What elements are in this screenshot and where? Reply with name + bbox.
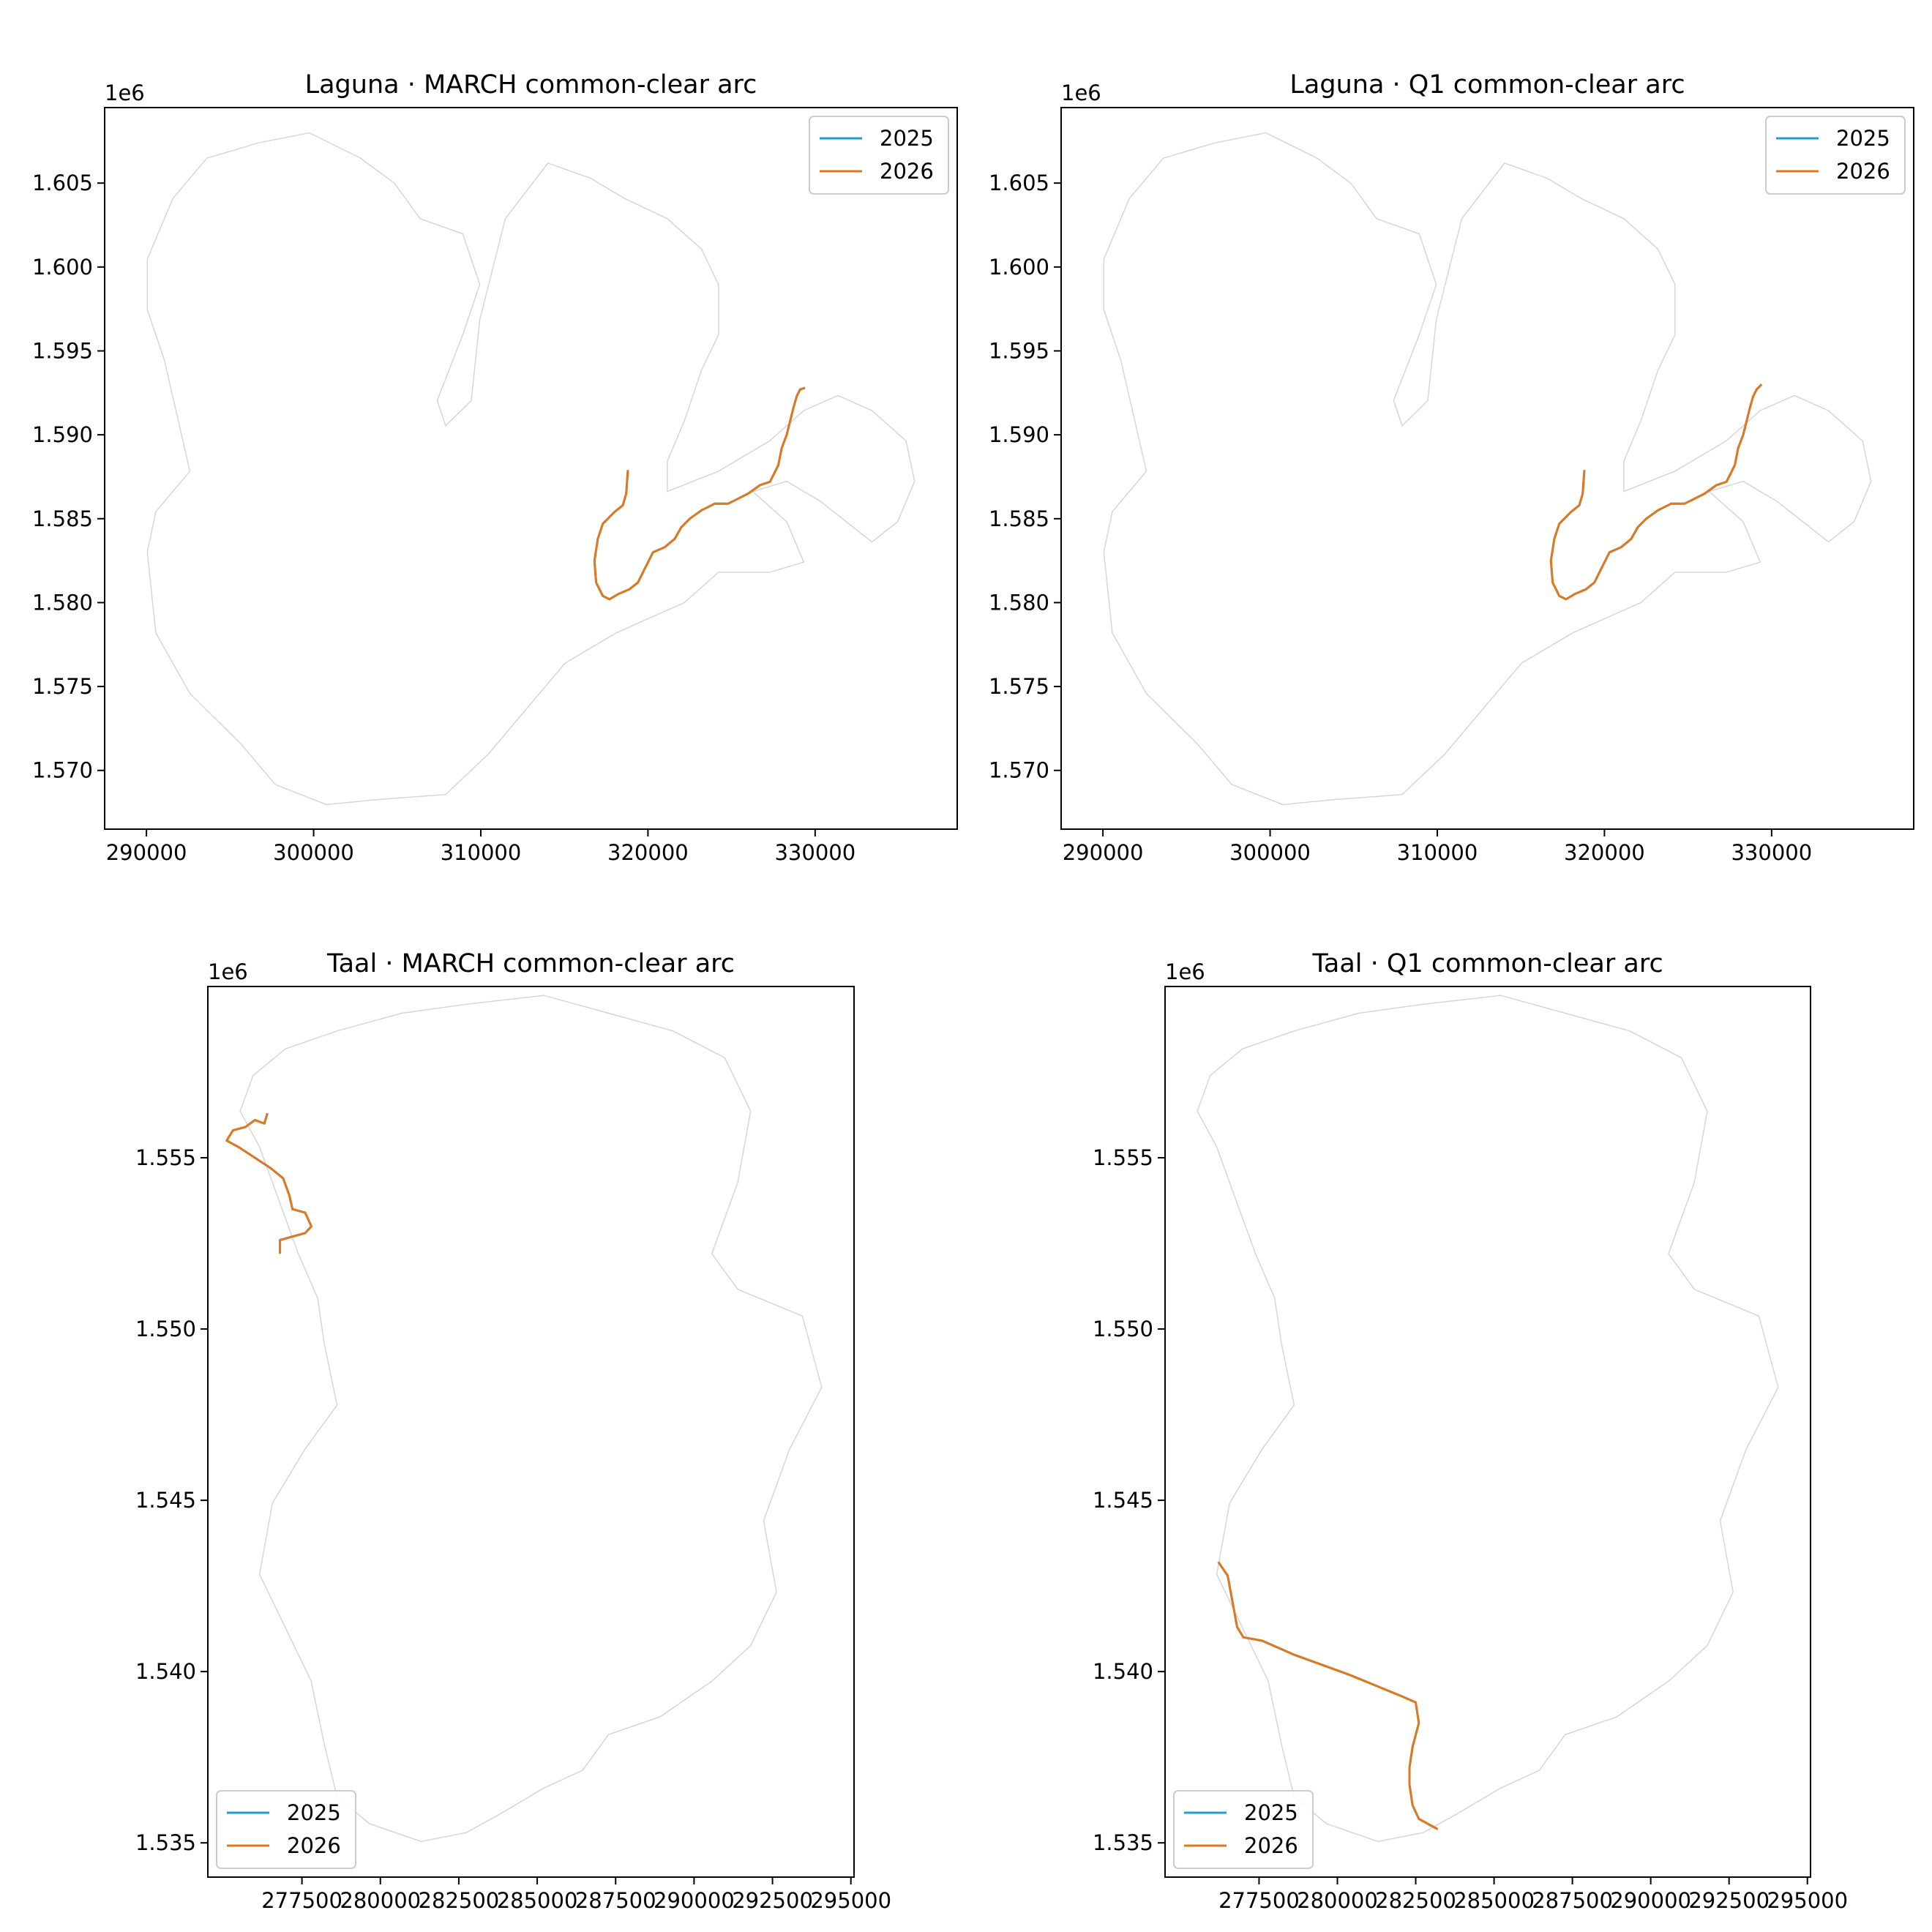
x-tick-label: 295000 <box>810 1888 891 1913</box>
lake-outline <box>1197 995 1779 1843</box>
legend-label: 2025 <box>287 1800 341 1825</box>
legend-label: 2026 <box>1244 1833 1298 1858</box>
x-tick-label: 330000 <box>1731 840 1812 865</box>
axes-frame <box>104 107 958 830</box>
x-tick-label: 282500 <box>419 1888 500 1913</box>
chart-panel-1: 290000 300000 310000 320000 330000 1.570 1.575… <box>32 70 958 865</box>
legend-label: 2025 <box>1244 1800 1298 1825</box>
x-tick-label: 290000 <box>654 1888 735 1913</box>
y-tick-label: 1.590 <box>989 422 1049 447</box>
y-tick-label: 1.555 <box>1093 1145 1153 1170</box>
y-offset-label: 1e6 <box>105 80 145 105</box>
y-tick-label: 1.600 <box>989 255 1049 280</box>
chart-title: Taal · MARCH common-clear arc <box>326 949 735 978</box>
series-line-2025 <box>225 1112 312 1254</box>
x-tick-label: 287500 <box>575 1888 656 1913</box>
y-tick-label: 1.540 <box>1093 1659 1153 1684</box>
x-tick-label: 277500 <box>1218 1888 1300 1913</box>
legend-box <box>1173 1790 1314 1869</box>
x-tick-label: 280000 <box>340 1888 421 1913</box>
y-tick-label: 1.545 <box>1093 1488 1153 1513</box>
x-tick-label: 290000 <box>1063 840 1144 865</box>
lake-outline <box>146 132 916 806</box>
x-tick-label: 320000 <box>1564 840 1645 865</box>
x-tick-label: 292500 <box>732 1888 813 1913</box>
x-tick-label: 287500 <box>1532 1888 1613 1913</box>
chart-title: Laguna · Q1 common-clear arc <box>1289 70 1685 100</box>
x-tick-label: 295000 <box>1767 1888 1848 1913</box>
series-line-2026 <box>1217 1561 1439 1830</box>
x-tick-label: 290000 <box>1610 1888 1691 1913</box>
legend-label: 2025 <box>1836 126 1890 151</box>
x-tick-label: 310000 <box>1397 840 1478 865</box>
y-tick-label: 1.570 <box>32 758 93 783</box>
series-line-2026 <box>593 386 806 601</box>
chart-panel-4: 2775002800002825002850002875002900002925… <box>1093 949 1848 1913</box>
x-tick-label: 285000 <box>497 1888 578 1913</box>
y-tick-label: 1.575 <box>989 674 1049 699</box>
y-tick-label: 1.535 <box>135 1830 196 1855</box>
y-offset-label: 1e6 <box>1165 959 1205 984</box>
series-line-2026 <box>1549 383 1763 601</box>
axes-frame <box>1164 986 1811 1878</box>
lake-outline <box>239 995 823 1843</box>
x-tick-label: 320000 <box>607 840 689 865</box>
series-line-2026 <box>225 1112 312 1254</box>
series-line-2025 <box>1217 1561 1439 1830</box>
legend: 2025 2026 <box>1765 116 1906 195</box>
y-tick-label: 1.575 <box>32 674 93 699</box>
y-tick-label: 1.605 <box>32 171 93 195</box>
y-tick-label: 1.585 <box>989 506 1049 531</box>
chart-title: Taal · Q1 common-clear arc <box>1311 949 1663 978</box>
y-tick-label: 1.585 <box>32 506 93 531</box>
axes-frame <box>207 986 855 1878</box>
axes-frame <box>1060 107 1914 830</box>
y-tick-label: 1.570 <box>989 758 1049 783</box>
y-tick-label: 1.540 <box>135 1659 196 1684</box>
x-tick-label: 280000 <box>1297 1888 1378 1913</box>
y-offset-label: 1e6 <box>1061 80 1101 105</box>
y-tick-label: 1.550 <box>1093 1317 1153 1341</box>
y-tick-label: 1.600 <box>32 255 93 280</box>
x-tick-label: 285000 <box>1453 1888 1535 1913</box>
x-tick-label: 330000 <box>774 840 855 865</box>
lake-outline <box>1103 132 1872 806</box>
y-tick-label: 1.595 <box>989 338 1049 363</box>
legend-box <box>216 1790 356 1869</box>
chart-title: Laguna · MARCH common-clear arc <box>305 70 757 100</box>
x-tick-label: 310000 <box>441 840 522 865</box>
chart-panel-2: 290000 300000 310000 320000 330000 1.570 1.575… <box>989 70 1914 865</box>
legend-box <box>809 116 949 195</box>
legend-label: 2026 <box>880 159 934 184</box>
x-tick-label: 300000 <box>1229 840 1311 865</box>
x-tick-label: 277500 <box>261 1888 342 1913</box>
y-tick-label: 1.550 <box>135 1317 196 1341</box>
x-tick-label: 292500 <box>1688 1888 1770 1913</box>
legend-label: 2026 <box>1836 159 1890 184</box>
legend-label: 2025 <box>880 126 934 151</box>
y-tick-label: 1.555 <box>135 1145 196 1170</box>
legend: 2025 2026 <box>809 116 949 195</box>
y-tick-label: 1.605 <box>989 171 1049 195</box>
y-tick-label: 1.545 <box>135 1488 196 1513</box>
legend: 2025 2026 <box>216 1790 356 1869</box>
x-tick-label: 282500 <box>1375 1888 1456 1913</box>
y-tick-label: 1.580 <box>32 590 93 615</box>
legend-label: 2026 <box>287 1833 341 1858</box>
x-tick-label: 290000 <box>106 840 187 865</box>
y-tick-label: 1.595 <box>32 338 93 363</box>
legend: 2025 2026 <box>1173 1790 1314 1869</box>
x-tick-label: 300000 <box>273 840 354 865</box>
y-tick-label: 1.580 <box>989 590 1049 615</box>
y-tick-label: 1.590 <box>32 422 93 447</box>
legend-box <box>1765 116 1906 195</box>
y-tick-label: 1.535 <box>1093 1830 1153 1855</box>
chart-panel-3: 2775002800002825002850002875002900002925… <box>135 949 891 1913</box>
y-offset-label: 1e6 <box>208 959 248 984</box>
